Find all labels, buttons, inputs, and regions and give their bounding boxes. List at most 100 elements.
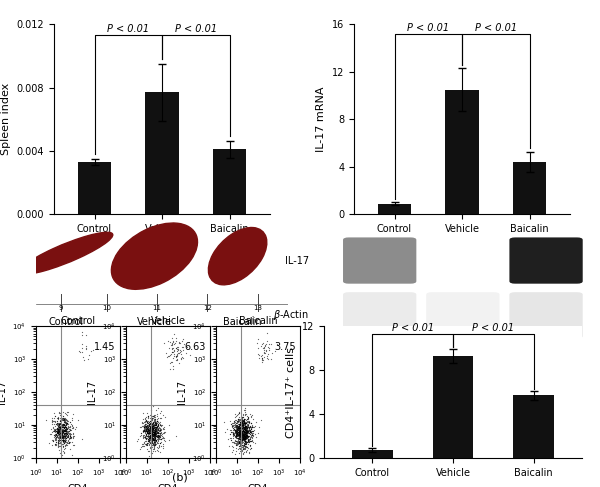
- Point: [150, 435, 160, 443]
- Point: [64, 433, 73, 441]
- Point: [266, 340, 275, 348]
- Point: [241, 419, 251, 427]
- Point: [145, 433, 155, 441]
- Point: [58, 412, 68, 420]
- Point: [142, 434, 152, 442]
- Point: [51, 431, 61, 439]
- Point: [152, 417, 162, 425]
- Point: [239, 424, 248, 432]
- Point: [61, 439, 70, 447]
- Point: [59, 449, 69, 457]
- Point: [238, 422, 247, 430]
- Point: [240, 426, 250, 434]
- Point: [235, 449, 244, 457]
- Point: [59, 443, 68, 450]
- Point: [238, 427, 247, 434]
- Point: [236, 441, 245, 449]
- Point: [58, 437, 67, 445]
- Point: [233, 424, 243, 432]
- Point: [149, 429, 159, 437]
- Point: [156, 426, 166, 434]
- Point: [151, 436, 161, 444]
- Point: [154, 414, 163, 422]
- Point: [247, 423, 256, 431]
- Point: [144, 418, 154, 426]
- Point: [148, 420, 157, 428]
- Point: [238, 425, 247, 432]
- Point: [233, 422, 242, 430]
- Point: [245, 441, 255, 449]
- Bar: [433, 356, 473, 458]
- Point: [235, 440, 244, 448]
- Point: [145, 433, 154, 441]
- Point: [272, 340, 281, 348]
- Point: [154, 426, 163, 434]
- Point: [142, 424, 152, 432]
- Point: [154, 432, 163, 440]
- Point: [68, 424, 77, 432]
- Point: [239, 410, 248, 418]
- Point: [178, 354, 187, 361]
- Point: [61, 423, 71, 431]
- Point: [137, 423, 146, 431]
- Point: [263, 351, 272, 358]
- Point: [58, 422, 67, 430]
- Point: [235, 430, 244, 437]
- Point: [152, 423, 162, 431]
- Point: [151, 432, 160, 440]
- Point: [147, 429, 157, 437]
- Point: [140, 427, 150, 434]
- Point: [236, 420, 245, 428]
- Point: [235, 419, 245, 427]
- Point: [140, 423, 149, 431]
- Point: [55, 411, 65, 418]
- Point: [248, 437, 257, 445]
- Point: [55, 417, 64, 425]
- Point: [236, 431, 245, 439]
- Point: [176, 351, 185, 358]
- Point: [242, 432, 251, 440]
- Point: [148, 422, 158, 430]
- Point: [173, 346, 182, 354]
- Point: [242, 439, 251, 447]
- Point: [242, 414, 251, 422]
- Point: [54, 427, 64, 434]
- Point: [58, 414, 68, 422]
- Point: [145, 423, 155, 431]
- Point: [242, 429, 252, 437]
- Point: [230, 432, 240, 440]
- Point: [59, 432, 68, 440]
- Point: [238, 411, 248, 418]
- Point: [167, 344, 177, 352]
- Point: [47, 414, 57, 422]
- Point: [146, 434, 155, 442]
- Point: [67, 414, 77, 422]
- Point: [151, 437, 160, 445]
- Point: [232, 440, 241, 448]
- Point: [245, 437, 255, 445]
- Point: [232, 430, 242, 438]
- Point: [149, 416, 159, 424]
- Point: [58, 432, 68, 440]
- Point: [235, 430, 245, 438]
- Point: [62, 431, 71, 438]
- Point: [231, 430, 241, 437]
- Point: [55, 442, 65, 450]
- Point: [152, 433, 161, 441]
- Point: [248, 428, 257, 435]
- Point: [250, 424, 259, 431]
- Point: [236, 427, 245, 434]
- Point: [64, 428, 74, 435]
- Point: [61, 416, 70, 424]
- Point: [61, 437, 70, 445]
- Point: [150, 419, 160, 427]
- Point: [179, 340, 188, 348]
- Bar: [445, 90, 479, 214]
- Point: [236, 426, 245, 433]
- Point: [237, 419, 247, 427]
- Point: [145, 430, 154, 437]
- Point: [148, 412, 158, 420]
- Point: [59, 437, 69, 445]
- Point: [236, 427, 245, 434]
- Point: [229, 419, 239, 427]
